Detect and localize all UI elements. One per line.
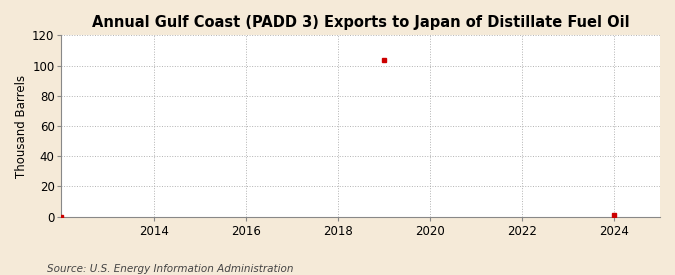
Title: Annual Gulf Coast (PADD 3) Exports to Japan of Distillate Fuel Oil: Annual Gulf Coast (PADD 3) Exports to Ja… (92, 15, 630, 30)
Text: Source: U.S. Energy Information Administration: Source: U.S. Energy Information Administ… (47, 264, 294, 274)
Y-axis label: Thousand Barrels: Thousand Barrels (15, 75, 28, 178)
